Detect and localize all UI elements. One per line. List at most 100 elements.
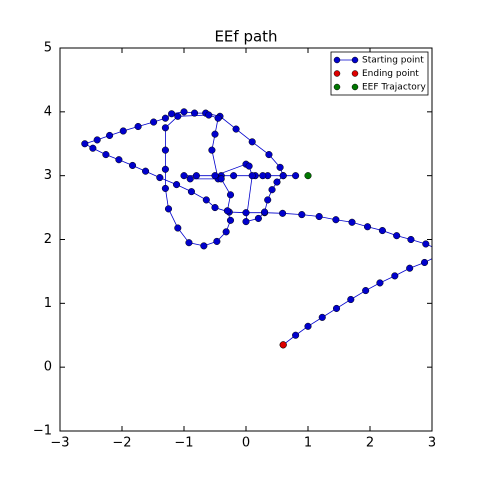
point [265,151,273,159]
y-tick-label: 4 [44,104,52,119]
point [190,109,199,117]
point [161,184,169,192]
point [217,175,225,183]
point [363,223,372,231]
point [298,211,306,219]
point [187,188,195,196]
point [279,172,287,180]
point [200,242,208,250]
y-tick-label: 0 [44,360,52,375]
point [180,172,188,180]
point [248,172,256,180]
point [89,144,97,152]
legend-marker [333,83,341,91]
point [142,167,150,175]
y-tick-label: 1 [44,296,52,311]
x-tick-label: 1 [304,436,312,451]
point [222,228,230,236]
x-tick-label: −1 [174,436,193,451]
point [192,172,200,180]
point [304,172,312,180]
x-tick-label: 2 [366,436,374,451]
y-tick-label: −1 [33,424,52,439]
point [276,163,284,171]
point [261,208,269,216]
point [161,165,169,173]
point [421,258,429,267]
point [213,237,221,245]
legend-label: Ending point [362,69,419,79]
x-tick-label: 0 [242,436,250,451]
point [245,162,253,170]
point [376,279,384,287]
point [273,178,281,186]
point [406,264,414,272]
plot-area [81,108,432,349]
point [332,304,341,312]
point [268,186,276,194]
point [174,112,182,120]
x-tick-label: −2 [112,436,131,451]
point [202,196,210,204]
point [348,218,356,226]
chart-title: EEf path [214,28,277,46]
legend-marker [351,70,359,77]
point [214,114,222,122]
point [279,209,287,217]
point [161,124,169,132]
point [81,140,89,148]
point [226,191,235,199]
point [168,110,176,118]
point [422,240,430,248]
point [264,196,272,204]
point [156,174,164,182]
point [134,122,142,131]
point [186,175,194,183]
point [173,181,181,189]
point [332,216,340,224]
point [292,172,300,180]
point [211,204,219,212]
y-tick-label: 5 [44,41,52,56]
point [223,207,231,215]
point [347,295,355,304]
x-tick-label: −3 [50,436,69,451]
point [226,216,235,224]
point [248,138,256,146]
point [378,227,386,235]
point [315,212,323,221]
point [106,131,114,140]
y-tick-label: 3 [44,168,52,183]
legend-marker [333,56,341,64]
point [211,172,219,180]
legend-marker [351,83,359,91]
point [174,224,182,232]
point [242,218,250,226]
point [391,272,399,280]
point [150,118,158,126]
point [161,114,169,122]
point [292,331,300,339]
point [115,156,123,164]
y-tick-label: 2 [44,232,52,247]
legend-marker [351,56,359,64]
point [185,239,193,247]
point [119,127,127,135]
point [318,313,326,321]
point [208,146,216,154]
legend-box [330,51,429,96]
point [205,111,213,119]
point [164,205,173,213]
point [232,125,240,133]
point [180,108,188,116]
point [304,322,312,330]
point [102,151,110,159]
point [254,214,262,222]
point [128,161,137,170]
legend-label: EEF Trajactory [362,83,427,93]
legend-marker [333,70,341,77]
point [93,136,101,144]
point [362,287,370,295]
point [279,341,287,349]
point [407,235,415,244]
